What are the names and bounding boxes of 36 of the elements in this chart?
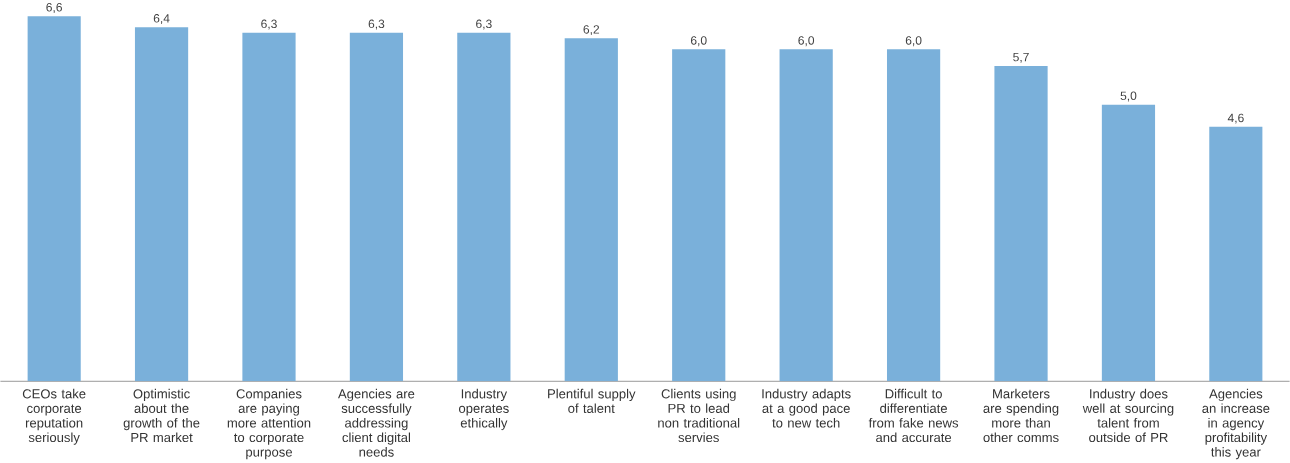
bar xyxy=(1101,104,1156,382)
bar xyxy=(1209,127,1263,382)
data-label: 6,4 xyxy=(153,14,170,25)
bar xyxy=(134,27,189,382)
x-tick-label: Industry adapts at a good pace to new tech xyxy=(762,389,851,428)
x-tick-label: Plentiful supply of talent xyxy=(548,389,636,414)
bar xyxy=(564,38,618,382)
x-tick-label: Companies are paying more attention to corporate purpose xyxy=(227,389,311,460)
x-tick-label: Marketers are spending more than other comms xyxy=(983,389,1059,443)
data-label: 6,0 xyxy=(798,36,815,47)
x-tick-label: Industry does well at sourcing talent from outside of PR xyxy=(1082,389,1174,443)
bar xyxy=(242,32,296,382)
data-label: 6,0 xyxy=(905,36,922,47)
bar xyxy=(27,16,81,382)
data-label: 6,2 xyxy=(583,25,600,36)
bar xyxy=(349,32,404,382)
x-tick-label: Agencies are successfully addressing client digital needs xyxy=(338,389,415,457)
data-label: 5,7 xyxy=(1013,53,1029,63)
data-label: 6,3 xyxy=(476,19,492,30)
x-tick-label: Agencies an increase in agency profitability this year xyxy=(1202,389,1270,460)
bar xyxy=(994,66,1048,382)
x-tick-label: Optimistic about the growth of the PR market xyxy=(123,389,200,443)
x-tick-label: CEOs take corporate reputation seriously xyxy=(22,389,86,445)
x-tick-label: Industry operates ethically xyxy=(459,389,509,431)
data-label: 6,3 xyxy=(368,19,385,30)
data-label: 6,3 xyxy=(261,19,277,30)
data-label: 5,0 xyxy=(1120,91,1137,102)
x-tick-label: Difficult to differentiate from fake news and accurate xyxy=(868,389,959,443)
x-tick-label: Clients using PR to lead non traditional servies xyxy=(658,389,740,443)
data-label: 6,0 xyxy=(690,36,707,47)
bar xyxy=(779,49,833,382)
bar xyxy=(672,49,726,382)
bar xyxy=(457,32,511,382)
data-label: 6,6 xyxy=(46,3,62,14)
bar xyxy=(886,49,941,382)
data-label: 4,6 xyxy=(1227,113,1244,124)
